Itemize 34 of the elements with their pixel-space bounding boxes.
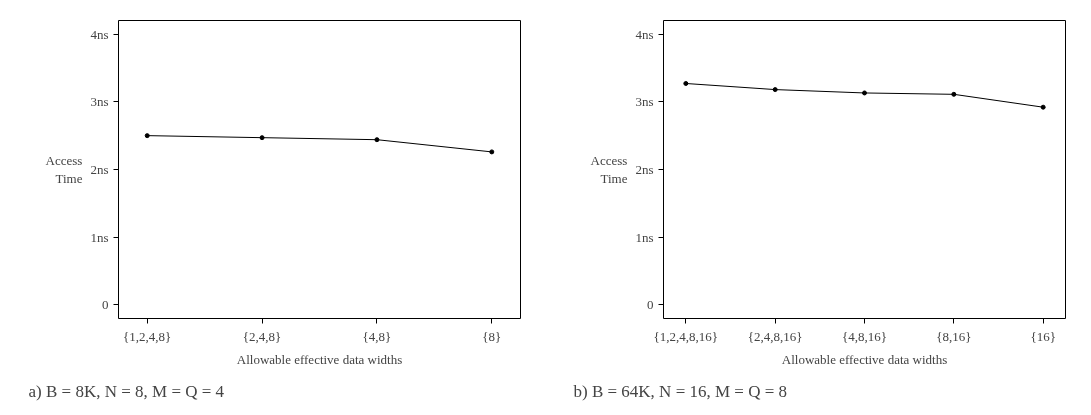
point bbox=[374, 137, 380, 143]
point bbox=[144, 133, 150, 139]
x-tick-label: {1,2,4,8} bbox=[123, 328, 172, 344]
y-tick-label: 0 bbox=[647, 297, 654, 313]
y-tick-label: 3ns bbox=[90, 94, 109, 110]
x-axis-title: Allowable effective data widths bbox=[236, 351, 403, 367]
x-tick-label: {2,4,8,16} bbox=[747, 328, 803, 344]
x-tick-label: {4,8} bbox=[362, 328, 392, 344]
x-tick-label: {2,4,8} bbox=[242, 328, 282, 344]
y-tick-label: 4ns bbox=[90, 26, 109, 42]
y-tick-label: 2ns bbox=[635, 162, 654, 177]
point bbox=[259, 135, 265, 141]
y-tick-label: 1ns bbox=[90, 229, 109, 245]
x-tick-label: {16} bbox=[1030, 328, 1056, 344]
x-axis-title: Allowable effective data widths bbox=[781, 351, 948, 367]
point bbox=[489, 149, 495, 155]
point bbox=[951, 91, 957, 97]
point bbox=[772, 87, 778, 93]
text: b) B = 64K, N = 16, M = Q = 8 bbox=[573, 381, 788, 401]
y-tick-label: 1ns bbox=[635, 229, 654, 245]
point bbox=[862, 90, 867, 96]
point bbox=[1040, 104, 1046, 110]
y-axis-title: Access Time bbox=[590, 153, 628, 186]
y-tick-label: 0 bbox=[102, 297, 109, 313]
x-tick-label: {8,16} bbox=[936, 328, 972, 344]
y-axis-title: Access Time bbox=[45, 153, 83, 186]
y-tick-label: 4ns bbox=[635, 26, 654, 42]
text: a) B = 8K, N = 8, M = Q = 4 bbox=[28, 381, 225, 401]
y-tick-label: 2ns bbox=[90, 162, 109, 177]
x-tick-label: {1,2,4,8,16} bbox=[653, 328, 719, 344]
y-tick-label: 3ns bbox=[635, 94, 654, 110]
point bbox=[683, 80, 689, 86]
x-tick-label: {4,8,16} bbox=[842, 328, 887, 344]
x-tick-label: {8} bbox=[482, 328, 502, 344]
